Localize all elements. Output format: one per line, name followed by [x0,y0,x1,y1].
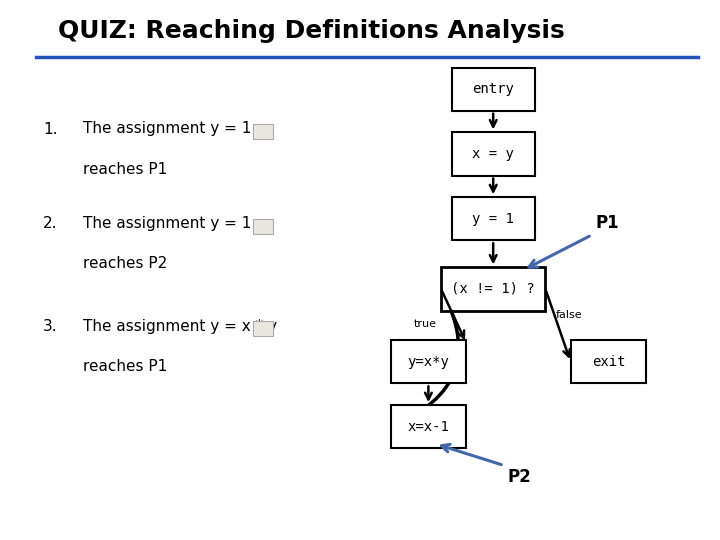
FancyBboxPatch shape [253,124,273,139]
Text: y = 1: y = 1 [472,212,514,226]
Text: reaches P1: reaches P1 [83,359,167,374]
Text: The assignment y = x * y: The assignment y = x * y [83,319,277,334]
Text: false: false [556,310,582,321]
Text: P1: P1 [595,214,619,232]
FancyBboxPatch shape [571,340,647,383]
Text: entry: entry [472,82,514,96]
Text: x = y: x = y [472,147,514,161]
Text: 3.: 3. [43,319,58,334]
FancyBboxPatch shape [390,405,467,448]
Text: y=x*y: y=x*y [408,355,449,369]
FancyBboxPatch shape [253,219,273,234]
Text: reaches P1: reaches P1 [83,162,167,177]
Text: QUIZ: Reaching Definitions Analysis: QUIZ: Reaching Definitions Analysis [58,19,564,43]
Text: reaches P2: reaches P2 [83,256,167,272]
Text: exit: exit [592,355,625,369]
Text: The assignment y = 1: The assignment y = 1 [83,216,251,231]
Text: 1.: 1. [43,122,58,137]
FancyBboxPatch shape [441,267,546,310]
FancyBboxPatch shape [452,68,534,111]
Text: (x != 1) ?: (x != 1) ? [451,282,535,296]
FancyBboxPatch shape [452,132,534,176]
Text: The assignment y = 1: The assignment y = 1 [83,122,251,137]
FancyBboxPatch shape [390,340,467,383]
FancyBboxPatch shape [253,321,273,336]
Text: true: true [413,319,436,329]
FancyArrowPatch shape [393,295,459,426]
FancyBboxPatch shape [452,197,534,240]
Text: P2: P2 [508,468,531,486]
Text: x=x-1: x=x-1 [408,420,449,434]
Text: 2.: 2. [43,216,58,231]
